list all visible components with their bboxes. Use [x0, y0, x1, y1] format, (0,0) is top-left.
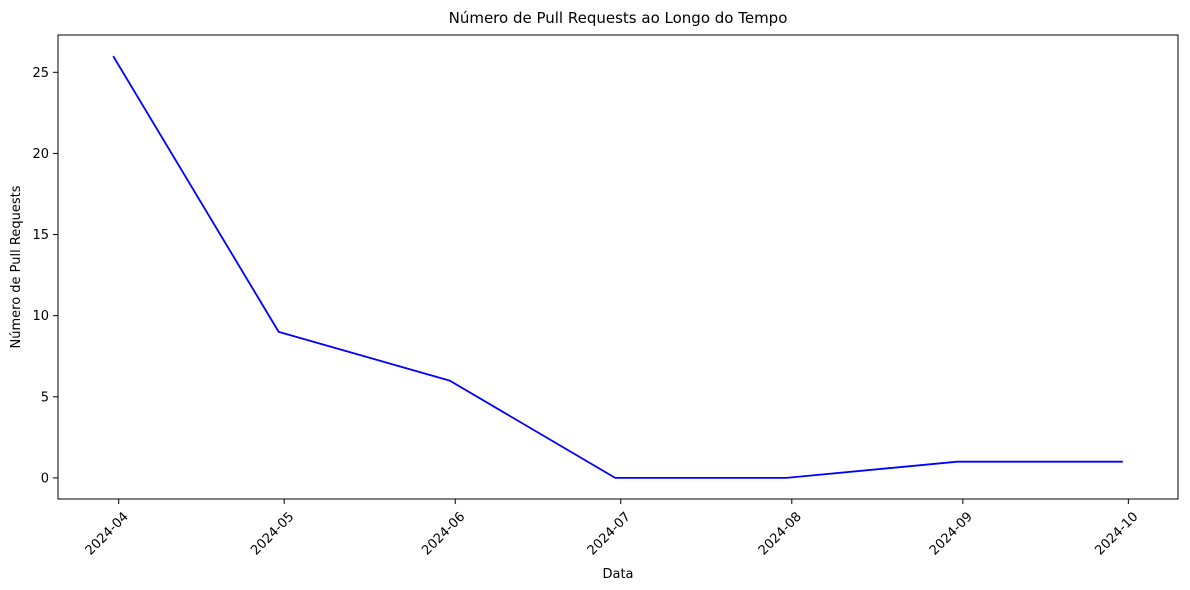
y-tick-label: 5	[41, 390, 49, 405]
y-tick-label: 15	[32, 228, 49, 243]
x-axis: 2024-04 2024-05 2024-06 2024-07 2024-08 2024-…	[83, 499, 1141, 558]
series-line	[112, 55, 1123, 479]
y-axis-label: Número de Pull Requests	[9, 185, 24, 348]
chart-title: Número de Pull Requests ao Longo do Temp…	[449, 9, 788, 27]
plot-frame	[57, 34, 1179, 500]
x-tick-label: 2024-08	[756, 509, 805, 558]
y-tick-label: 25	[32, 66, 49, 81]
y-tick-label: 20	[32, 147, 49, 162]
y-tick-label: 0	[41, 471, 49, 486]
x-tick-label: 2024-05	[248, 509, 297, 558]
y-axis: 0 5 10 15 20 25	[32, 66, 58, 486]
x-tick-label: 2024-07	[585, 509, 634, 558]
plot-series	[112, 55, 1123, 479]
x-tick-label: 2024-09	[927, 509, 976, 558]
x-tick-label: 2024-06	[419, 509, 468, 558]
x-tick-label: 2024-04	[83, 509, 132, 558]
x-axis-label: Data	[602, 567, 633, 582]
x-tick-label: 2024-10	[1092, 509, 1141, 558]
y-tick-label: 10	[32, 309, 49, 324]
